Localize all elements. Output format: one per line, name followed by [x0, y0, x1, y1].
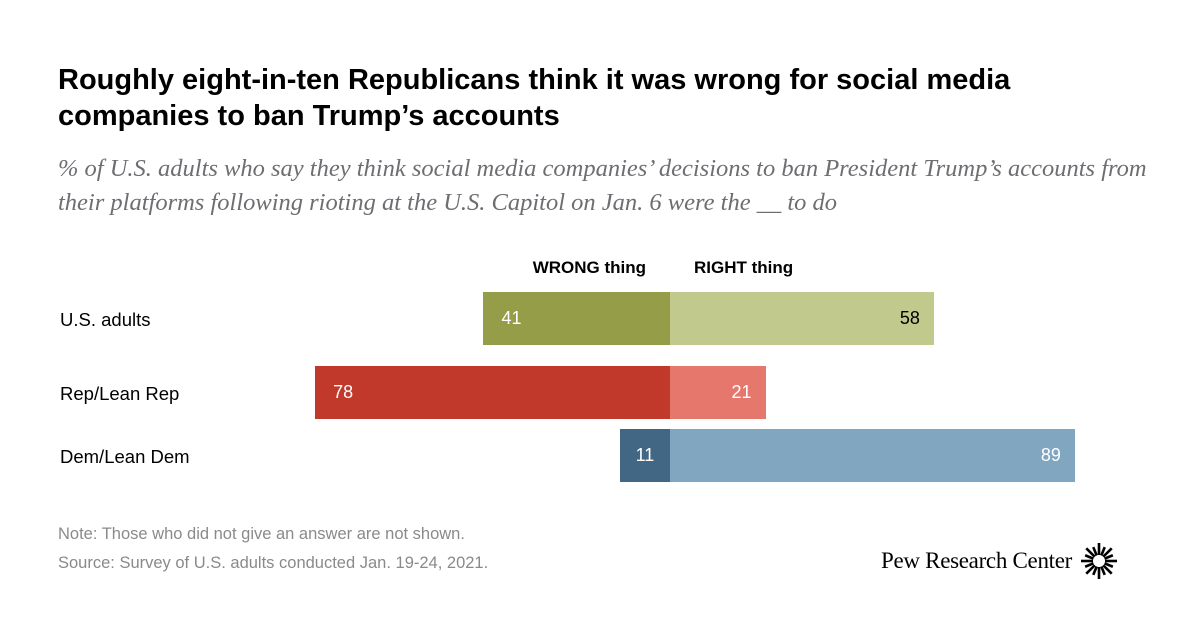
logo-ray [1084, 554, 1094, 560]
logo-ray [1085, 547, 1096, 558]
logo-ray [1104, 554, 1114, 560]
category-label-rep-lean-rep: Rep/Lean Rep [60, 383, 180, 404]
logo-ray [1100, 546, 1106, 556]
logo-ray [1100, 566, 1106, 576]
category-label-u-s-adults: U.S. adults [60, 309, 151, 330]
footnote: Note: Those who did not give an answer a… [58, 520, 488, 578]
data-label-wrong-u-s-adults: 41 [501, 308, 522, 328]
logo-ray [1102, 564, 1113, 575]
bar-right-dem-lean-dem: 89 [670, 429, 1075, 482]
logo-ray [1085, 564, 1096, 575]
chart-title: Roughly eight-in-ten Republicans think i… [58, 64, 1011, 132]
chart-subtitle: % of U.S. adults who say they think soci… [58, 155, 1147, 216]
legend-wrong-thing: WRONG thing [532, 258, 646, 277]
pew-logo: Pew Research Center [881, 542, 1118, 580]
data-label-wrong-rep-lean-rep: 78 [333, 382, 354, 402]
bar-wrong-u-s-adults: 41 [483, 292, 670, 345]
data-label-right-dem-lean-dem: 89 [1040, 445, 1061, 465]
logo-ray [1102, 547, 1113, 558]
logo-ray [1092, 546, 1098, 556]
data-label-right-u-s-adults: 58 [899, 308, 920, 328]
logo-ray [1092, 566, 1098, 576]
source-text: Source: Survey of U.S. adults conducted … [58, 554, 489, 572]
data-label-right-rep-lean-rep: 21 [731, 382, 752, 402]
data-label-wrong-dem-lean-dem: 11 [635, 445, 655, 465]
logo-ray [1104, 562, 1114, 568]
pew-sunburst-icon [1081, 543, 1118, 579]
bar-wrong-dem-lean-dem: 11 [619, 429, 670, 482]
legend-right-thing: RIGHT thing [694, 258, 794, 277]
bar-wrong-rep-lean-rep: 78 [315, 366, 670, 419]
note-text: Note: Those who did not give an answer a… [58, 525, 465, 543]
bar-right-u-s-adults: 58 [670, 292, 934, 345]
logo-ray [1084, 562, 1094, 568]
bar-right-rep-lean-rep: 21 [670, 366, 766, 419]
brand-name: Pew Research Center [881, 548, 1073, 573]
category-label-dem-lean-dem: Dem/Lean Dem [60, 446, 190, 467]
